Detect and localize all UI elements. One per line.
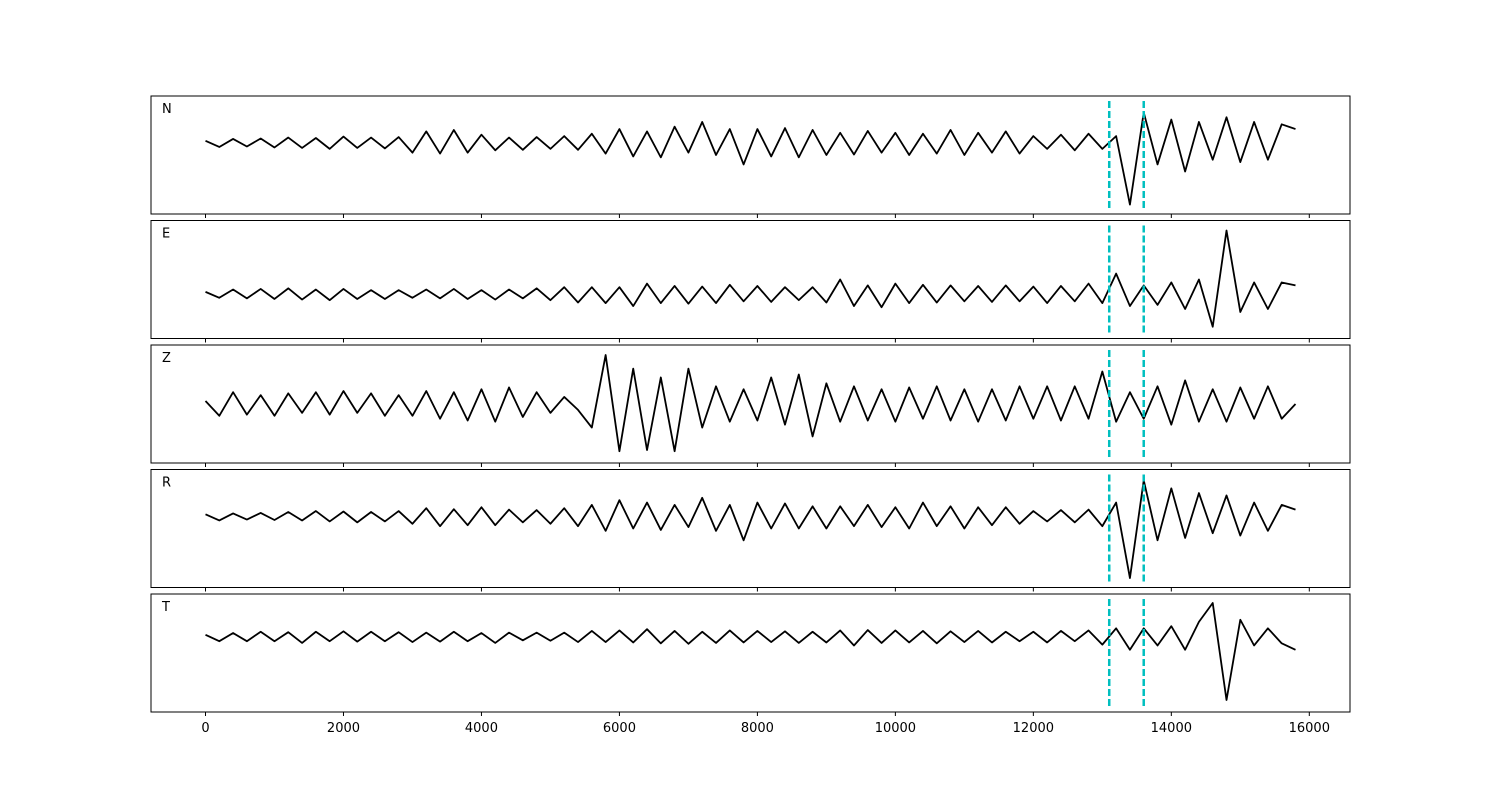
panel-frame bbox=[150, 344, 1351, 464]
panel-frame bbox=[150, 95, 1351, 215]
trace bbox=[205, 111, 1296, 206]
component-label: N bbox=[162, 102, 172, 117]
component-label: E bbox=[162, 227, 170, 242]
trace bbox=[204, 354, 1297, 453]
x-tick-label: 10000 bbox=[875, 721, 916, 736]
x-tick-label: 2000 bbox=[327, 721, 360, 736]
trace bbox=[205, 602, 1296, 701]
component-label: T bbox=[161, 600, 170, 615]
x-tick-label: 8000 bbox=[741, 721, 774, 736]
panel-frame bbox=[150, 220, 1351, 339]
x-tick-label: 6000 bbox=[603, 721, 636, 736]
trace bbox=[205, 479, 1296, 579]
component-label: R bbox=[162, 476, 171, 491]
trace bbox=[205, 229, 1296, 328]
component-label: Z bbox=[162, 351, 171, 366]
x-tick-label: 14000 bbox=[1151, 721, 1192, 736]
panel-frame bbox=[150, 469, 1351, 588]
x-tick-label: 12000 bbox=[1013, 721, 1054, 736]
x-tick-label: 0 bbox=[201, 721, 209, 736]
x-tick-label: 16000 bbox=[1289, 721, 1330, 736]
panel-frame bbox=[150, 593, 1351, 713]
x-tick-label: 4000 bbox=[465, 721, 498, 736]
